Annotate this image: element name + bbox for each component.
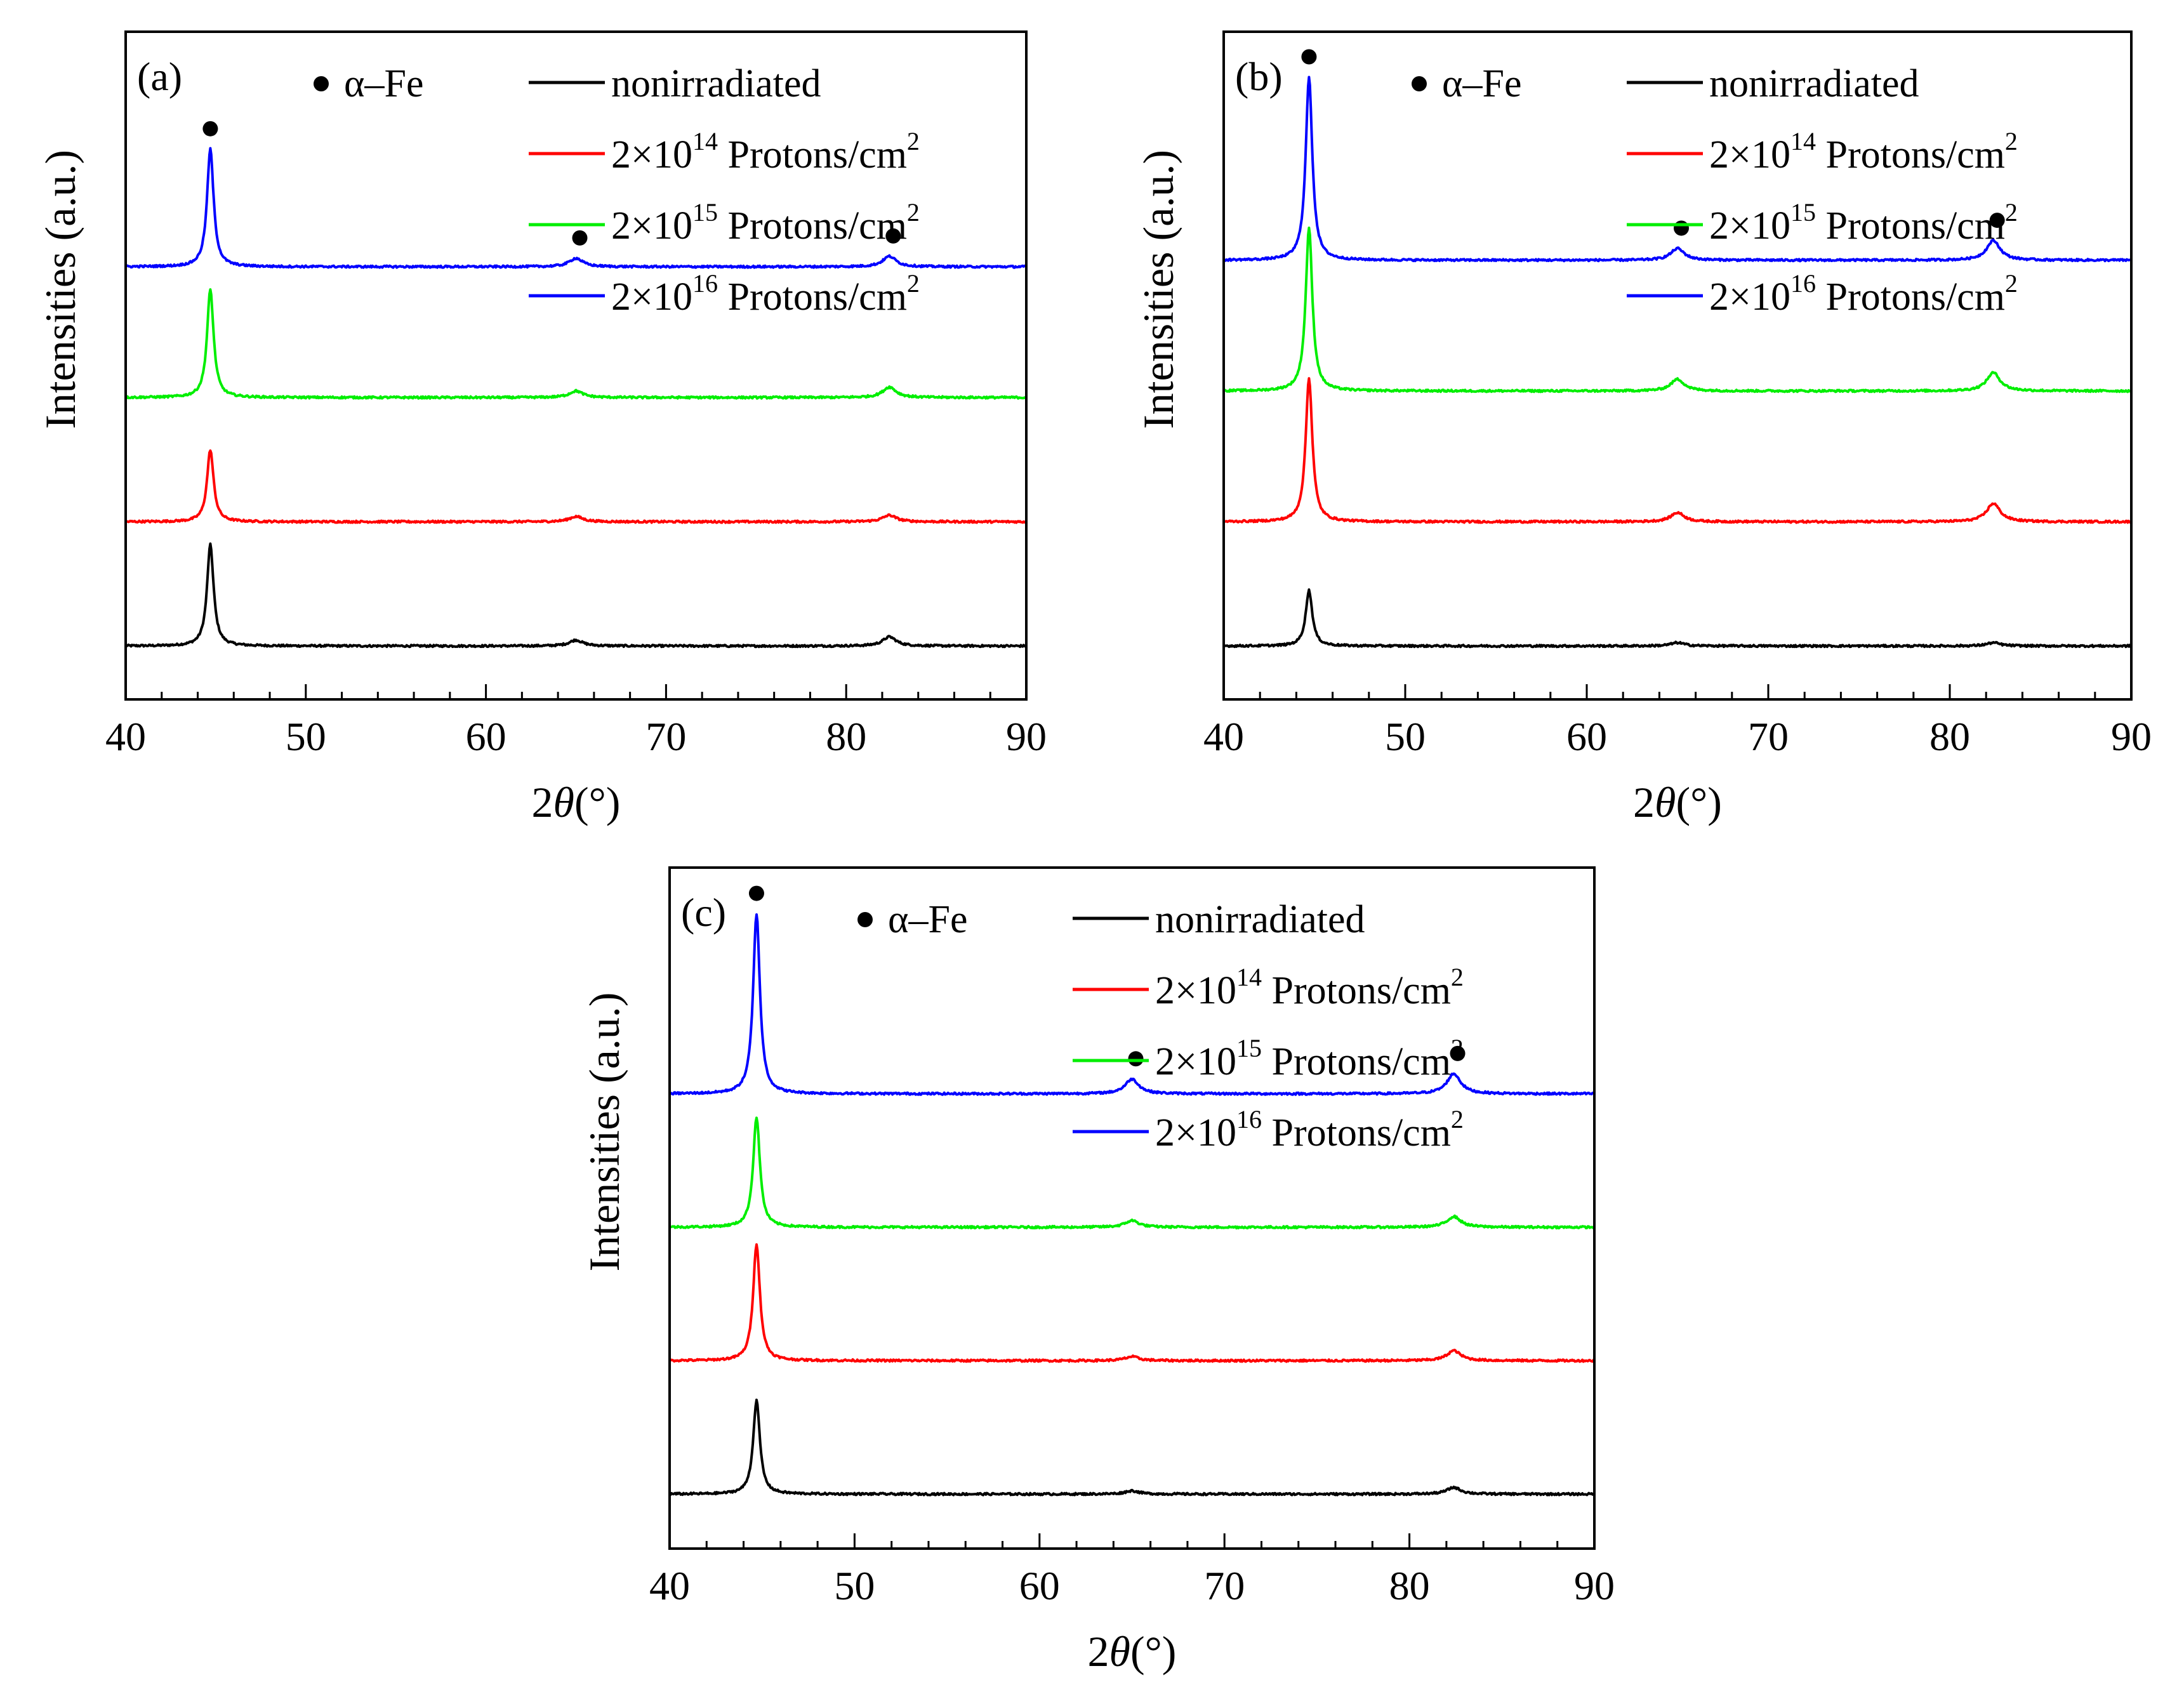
x-tick-label: 90 (2111, 714, 2152, 759)
x-tick-label: 90 (1574, 1563, 1615, 1608)
legend-label: 2×1014 Protons/cm2 (1155, 963, 1464, 1012)
chart-panel-3: 40 50 60 70 80 90 2θ(°) Intensities (a.u.) (c) α–… (580, 866, 1615, 1676)
series-line-1 (124, 542, 1027, 649)
x-axis-title: 2θ(°) (1088, 1627, 1177, 1676)
x-tick-label: 40 (649, 1563, 690, 1608)
alpha-fe-legend-marker (1412, 76, 1427, 91)
x-tick-label: 60 (466, 714, 506, 759)
x-tick-label: 80 (826, 714, 866, 759)
series-line-1 (1222, 588, 2133, 649)
legend-label: 2×1016 Protons/cm2 (1155, 1105, 1464, 1154)
legend-label: nonirradiated (1709, 62, 1919, 105)
x-tick-label: 50 (1385, 714, 1426, 759)
x-tick-label: 70 (645, 714, 686, 759)
alpha-fe-peak-marker (1989, 213, 2005, 228)
x-tick-label: 90 (1006, 714, 1047, 759)
series-line-1 (669, 1398, 1596, 1497)
legend-label: 2×1014 Protons/cm2 (1709, 127, 2018, 176)
alpha-fe-legend-label: α–Fe (1442, 62, 1521, 105)
series-line-2 (668, 1243, 1596, 1363)
x-tick-label: 70 (1748, 714, 1789, 759)
series-line-4 (668, 913, 1596, 1096)
legend-label: 2×1015 Protons/cm2 (1155, 1034, 1464, 1083)
alpha-fe-legend-label: α–Fe (888, 898, 967, 941)
x-axis-title: 2θ(°) (532, 778, 621, 826)
alpha-fe-legend-label: α–Fe (344, 62, 423, 105)
x-axis-title: 2θ(°) (1633, 778, 1722, 826)
alpha-fe-peak-marker (885, 228, 901, 244)
y-axis-title: Intensities (a.u.) (580, 993, 628, 1272)
legend-label: 2×1016 Protons/cm2 (611, 269, 920, 319)
x-tick-label: 80 (1389, 1563, 1430, 1608)
panel-label: (a) (137, 54, 182, 99)
y-axis-title: Intensities (a.u.) (36, 150, 84, 429)
alpha-fe-peak-marker (1450, 1045, 1466, 1061)
legend-label: nonirradiated (1155, 898, 1365, 941)
alpha-fe-peak-marker (1128, 1051, 1144, 1067)
plot-frame (1222, 30, 2133, 701)
series-line-2 (1222, 377, 2132, 524)
chart-panel-2: 40 50 60 70 80 90 2θ(°) Intensities (a.u.) (b) α–… (1134, 30, 2152, 826)
x-tick-label: 50 (286, 714, 326, 759)
alpha-fe-peak-marker (1674, 220, 1689, 236)
panel-label: (b) (1235, 54, 1283, 99)
x-tick-label: 60 (1566, 714, 1607, 759)
series-line-3 (1222, 227, 2133, 393)
plot-frame (124, 30, 1028, 701)
x-tick-label: 50 (834, 1563, 875, 1608)
x-tick-label: 40 (105, 714, 146, 759)
chart-panel-1: 40 50 60 70 80 90 2θ(°) Intensities (a.u.) (a) α–… (36, 30, 1047, 826)
series-line-3 (125, 288, 1027, 400)
y-axis-title: Intensities (a.u.) (1134, 150, 1182, 429)
x-tick-label: 80 (1929, 714, 1970, 759)
legend-label: 2×1014 Protons/cm2 (611, 127, 920, 176)
alpha-fe-legend-marker (314, 76, 329, 91)
alpha-fe-legend-marker (857, 912, 873, 927)
alpha-fe-peak-marker (1301, 49, 1317, 65)
series-line-3 (669, 1116, 1596, 1230)
series-line-2 (125, 449, 1028, 524)
x-tick-label: 70 (1204, 1563, 1245, 1608)
plot-frame (668, 866, 1596, 1550)
legend-label: 2×1016 Protons/cm2 (1709, 269, 2018, 319)
legend-label: nonirradiated (611, 62, 821, 105)
x-tick-label: 60 (1019, 1563, 1060, 1608)
alpha-fe-peak-marker (202, 121, 218, 136)
x-tick-label: 40 (1203, 714, 1244, 759)
legend-label: 2×1015 Protons/cm2 (611, 198, 920, 248)
alpha-fe-peak-marker (572, 230, 588, 246)
series-line-4 (1222, 76, 2132, 263)
series-line-4 (125, 147, 1028, 269)
panel-label: (c) (681, 890, 726, 935)
legend-label: 2×1015 Protons/cm2 (1709, 198, 2018, 248)
alpha-fe-peak-marker (748, 885, 764, 901)
